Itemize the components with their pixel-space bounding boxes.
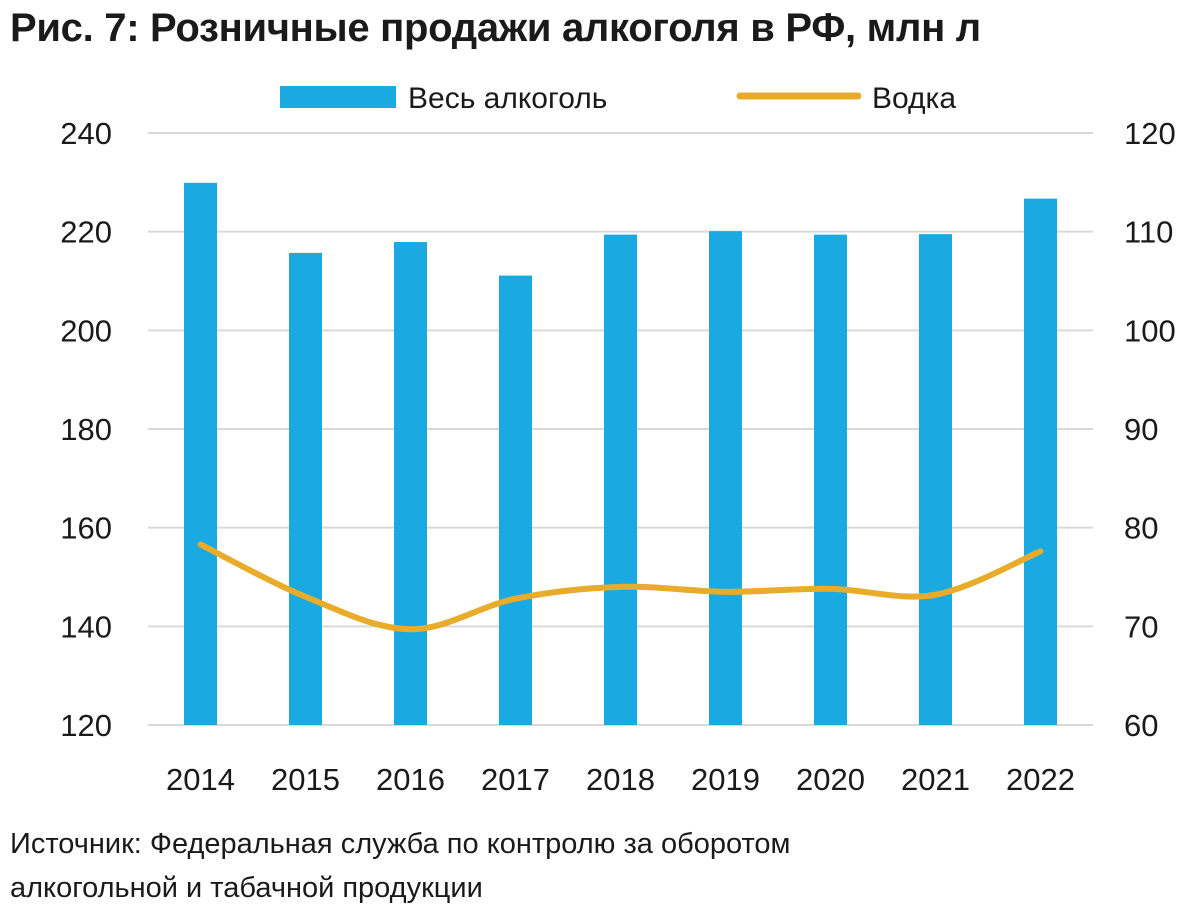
bar-2018 <box>604 234 637 726</box>
right-tick-label: 100 <box>1124 313 1176 348</box>
legend: Весь алкоголь Водка <box>280 82 956 115</box>
bar-2020 <box>814 234 847 726</box>
bar-2022 <box>1024 198 1057 725</box>
bar-2016 <box>394 242 427 725</box>
legend-label-bar: Весь алкоголь <box>408 82 607 115</box>
bar-2015 <box>289 252 322 725</box>
legend-swatch-bar <box>280 86 396 108</box>
x-tick-label: 2020 <box>796 762 865 797</box>
left-tick-label: 180 <box>60 412 112 447</box>
bar-2021 <box>919 234 952 725</box>
x-axis: 2014 2015 2016 2017 2018 2019 2020 2021 2022 <box>166 762 1075 797</box>
x-tick-label: 2019 <box>691 762 760 797</box>
bar-2017 <box>499 275 532 725</box>
bar-series <box>184 182 1057 726</box>
right-tick-label: 120 <box>1124 116 1176 151</box>
left-tick-label: 240 <box>60 116 112 151</box>
left-tick-label: 140 <box>60 609 112 644</box>
left-axis: 120 140 160 180 200 220 240 <box>60 116 112 743</box>
line-series <box>197 541 1044 633</box>
source-line-1: Источник: Федеральная служба по контролю… <box>10 828 791 860</box>
x-tick-label: 2017 <box>481 762 550 797</box>
right-tick-label: 110 <box>1124 215 1173 250</box>
left-tick-label: 200 <box>60 313 112 348</box>
left-tick-label: 160 <box>60 511 112 546</box>
x-tick-label: 2014 <box>166 762 235 797</box>
x-tick-label: 2022 <box>1006 762 1075 797</box>
right-tick-label: 80 <box>1124 511 1158 546</box>
chart-title: Рис. 7: Розничные продажи алкоголя в РФ,… <box>10 6 981 50</box>
right-tick-label: 60 <box>1124 708 1158 743</box>
x-tick-label: 2018 <box>586 762 655 797</box>
source-note: Источник: Федеральная служба по контролю… <box>10 822 790 910</box>
bar-2019 <box>709 231 742 725</box>
x-tick-label: 2021 <box>901 762 970 797</box>
right-tick-label: 70 <box>1124 609 1158 644</box>
right-axis: 60 70 80 90 100 110 120 <box>1124 116 1176 743</box>
x-tick-label: 2015 <box>271 762 340 797</box>
right-tick-label: 90 <box>1124 412 1158 447</box>
legend-label-line: Водка <box>872 82 956 115</box>
bar-2014 <box>184 182 217 725</box>
left-tick-label: 220 <box>60 215 112 250</box>
left-tick-label: 120 <box>60 708 112 743</box>
source-line-2: алкогольной и табачной продукции <box>10 872 483 904</box>
x-tick-label: 2016 <box>376 762 445 797</box>
